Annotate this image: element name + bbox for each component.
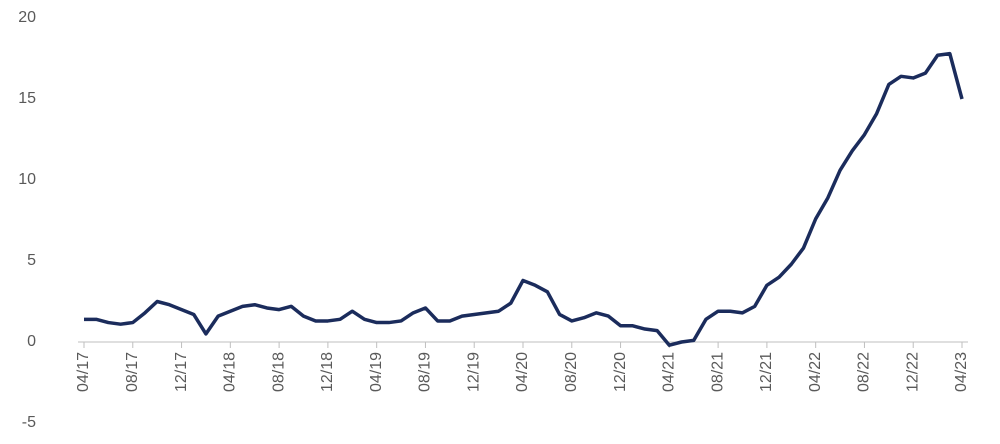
x-tick-label: 04/19 [368, 352, 385, 392]
x-tick-label: 04/21 [661, 352, 678, 392]
x-tick-label: 12/21 [758, 352, 775, 392]
x-tick-label: 08/21 [709, 352, 726, 392]
x-tick-label: 08/19 [417, 352, 434, 392]
x-tick-label: 08/20 [563, 352, 580, 392]
x-tick-label: 12/20 [612, 352, 629, 392]
y-tick-label: -5 [22, 414, 36, 431]
x-tick-label: 04/18 [222, 352, 239, 392]
x-tick-label: 08/17 [124, 352, 141, 392]
y-tick-label: 15 [18, 90, 36, 107]
x-tick-label: 04/17 [75, 352, 92, 392]
x-tick-label: 08/22 [856, 352, 873, 392]
x-tick-label: 12/22 [904, 352, 921, 392]
x-tick-label: 04/23 [953, 352, 970, 392]
line [84, 51, 964, 347]
x-tick-label: 12/17 [173, 352, 190, 392]
x-tick-label: 08/18 [270, 352, 287, 392]
y-tick-label: 20 [18, 9, 36, 26]
y-tick-label: 0 [27, 333, 36, 350]
x-tick-label: 04/20 [514, 352, 531, 392]
x-tick-label: 12/19 [465, 352, 482, 392]
x-tick-label: 04/22 [807, 352, 824, 392]
y-tick-label: 10 [18, 171, 36, 188]
x-tick-label: 12/18 [319, 352, 336, 392]
y-tick-label: 5 [27, 252, 36, 269]
